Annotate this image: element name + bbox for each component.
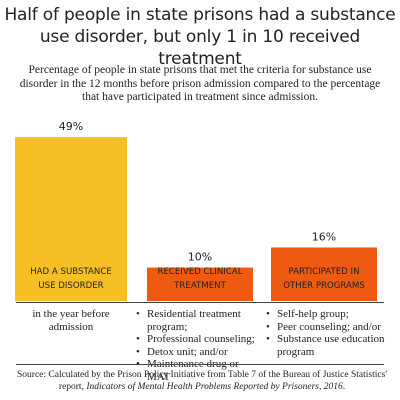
bar-category-label: HAD A SUBSTANCE USE DISORDER (30, 267, 112, 291)
clinical-item: Detox unit; and/or (136, 346, 260, 359)
source-note: Source: Calculated by the Prison Policy … (14, 370, 390, 393)
source-report-title: Indicators of Mental Health Problems Rep… (86, 381, 343, 392)
bar-category-label: PARTICIPATED IN OTHER PROGRAMS (283, 267, 365, 291)
bar-value-label: 10% (188, 251, 212, 264)
source-prefix: Source: Calculated by the Prison Policy … (17, 370, 387, 392)
other-item: Self-help group; (266, 308, 390, 321)
bar (147, 267, 253, 301)
chart-title: Half of people in state prisons had a su… (4, 5, 396, 69)
clinical-item: Residential treatment program; (136, 308, 260, 333)
bar-category-label: RECEIVED CLINICAL TREATMENT (158, 267, 243, 291)
chart-subtitle: Percentage of people in state prisons th… (19, 64, 381, 103)
other-item: Substance use education program (266, 333, 390, 358)
source-suffix: . (342, 381, 346, 392)
baseline-rule (16, 302, 384, 303)
other-item: Peer counseling; and/or (266, 321, 390, 334)
description-clinical: Residential treatment program; Professio… (136, 308, 260, 383)
bar (15, 137, 127, 301)
bar-value-label: 49% (59, 120, 83, 133)
source-rule (16, 364, 384, 365)
description-first: in the year before admission (32, 308, 110, 333)
bar-value-label: 16% (312, 230, 336, 243)
clinical-item: Professional counseling; (136, 333, 260, 346)
bar (271, 247, 377, 301)
description-other: Self-help group; Peer counseling; and/or… (266, 308, 390, 358)
